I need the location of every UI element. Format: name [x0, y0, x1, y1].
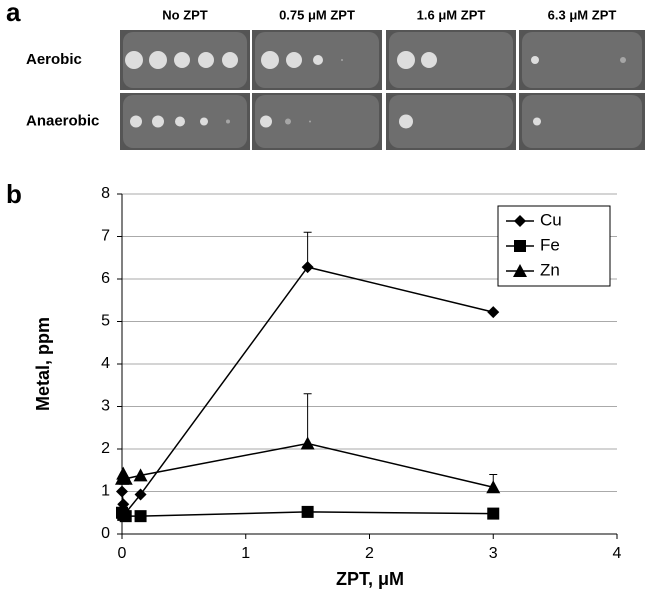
column-header: No ZPT [162, 7, 208, 22]
colony-spot [198, 52, 214, 68]
series-line [121, 266, 494, 515]
plate-agar [389, 95, 513, 148]
y-tick-label: 3 [101, 398, 110, 415]
colony-spot [152, 115, 164, 128]
y-tick-label: 4 [101, 355, 110, 372]
marker [119, 510, 132, 523]
x-tick-label: 1 [241, 545, 250, 562]
marker [116, 485, 128, 498]
x-tick-label: 2 [365, 545, 374, 562]
colony-spot [149, 51, 167, 69]
colony-spot [620, 57, 626, 63]
y-tick-label: 2 [101, 440, 110, 457]
y-tick-label: 1 [101, 483, 110, 500]
legend-label: Fe [540, 235, 560, 254]
marker [487, 507, 500, 520]
x-tick-label: 4 [613, 545, 622, 562]
legend-marker [513, 264, 527, 277]
legend-label: Zn [540, 260, 560, 279]
plate-agar [255, 95, 379, 148]
colony-spot [286, 52, 302, 68]
column-header: 1.6 μM ZPT [417, 7, 486, 22]
colony-spot [200, 117, 208, 126]
plate-agar [522, 32, 642, 88]
marker [486, 480, 501, 494]
colony-spot [125, 51, 143, 69]
colony-spot [399, 114, 413, 129]
colony-spot [175, 116, 185, 127]
colony-spot [309, 120, 311, 123]
colony-spot [421, 52, 437, 68]
panel-label: a [6, 0, 21, 27]
row-label: Anaerobic [26, 112, 99, 129]
marker [134, 488, 147, 501]
plate-agar [522, 95, 642, 148]
marker [134, 510, 147, 523]
marker [133, 468, 148, 482]
column-header: 0.75 μM ZPT [279, 7, 355, 22]
colony-spot [130, 115, 142, 128]
colony-spot [313, 55, 323, 65]
y-tick-label: 6 [101, 270, 110, 287]
y-axis-label: Metal, ppm [33, 317, 53, 411]
colony-spot [397, 51, 415, 69]
colony-spot [285, 118, 291, 125]
colony-spot [261, 51, 279, 69]
colony-spot [222, 52, 238, 68]
colony-spot [226, 119, 230, 124]
colony-spot [341, 59, 343, 61]
legend-marker [514, 215, 526, 227]
x-axis-label: ZPT, μM [336, 569, 404, 589]
marker [300, 436, 315, 450]
colony-spot [174, 52, 190, 68]
marker [487, 306, 500, 319]
y-tick-label: 8 [101, 185, 110, 202]
plate-agar [389, 32, 513, 88]
legend-marker [514, 240, 526, 252]
column-header: 6.3 μM ZPT [548, 7, 617, 22]
colony-spot [260, 115, 272, 128]
panel-label: b [6, 179, 22, 209]
legend-label: Cu [540, 210, 562, 229]
y-tick-label: 0 [101, 525, 110, 542]
x-tick-label: 3 [489, 545, 498, 562]
colony-spot [531, 56, 539, 64]
y-tick-label: 5 [101, 313, 110, 330]
row-label: Aerobic [26, 51, 82, 68]
y-tick-label: 7 [101, 228, 110, 245]
series-line [121, 442, 494, 488]
x-tick-label: 0 [118, 545, 127, 562]
colony-spot [533, 117, 541, 126]
marker [301, 261, 314, 274]
marker [118, 471, 133, 485]
marker [301, 505, 314, 518]
